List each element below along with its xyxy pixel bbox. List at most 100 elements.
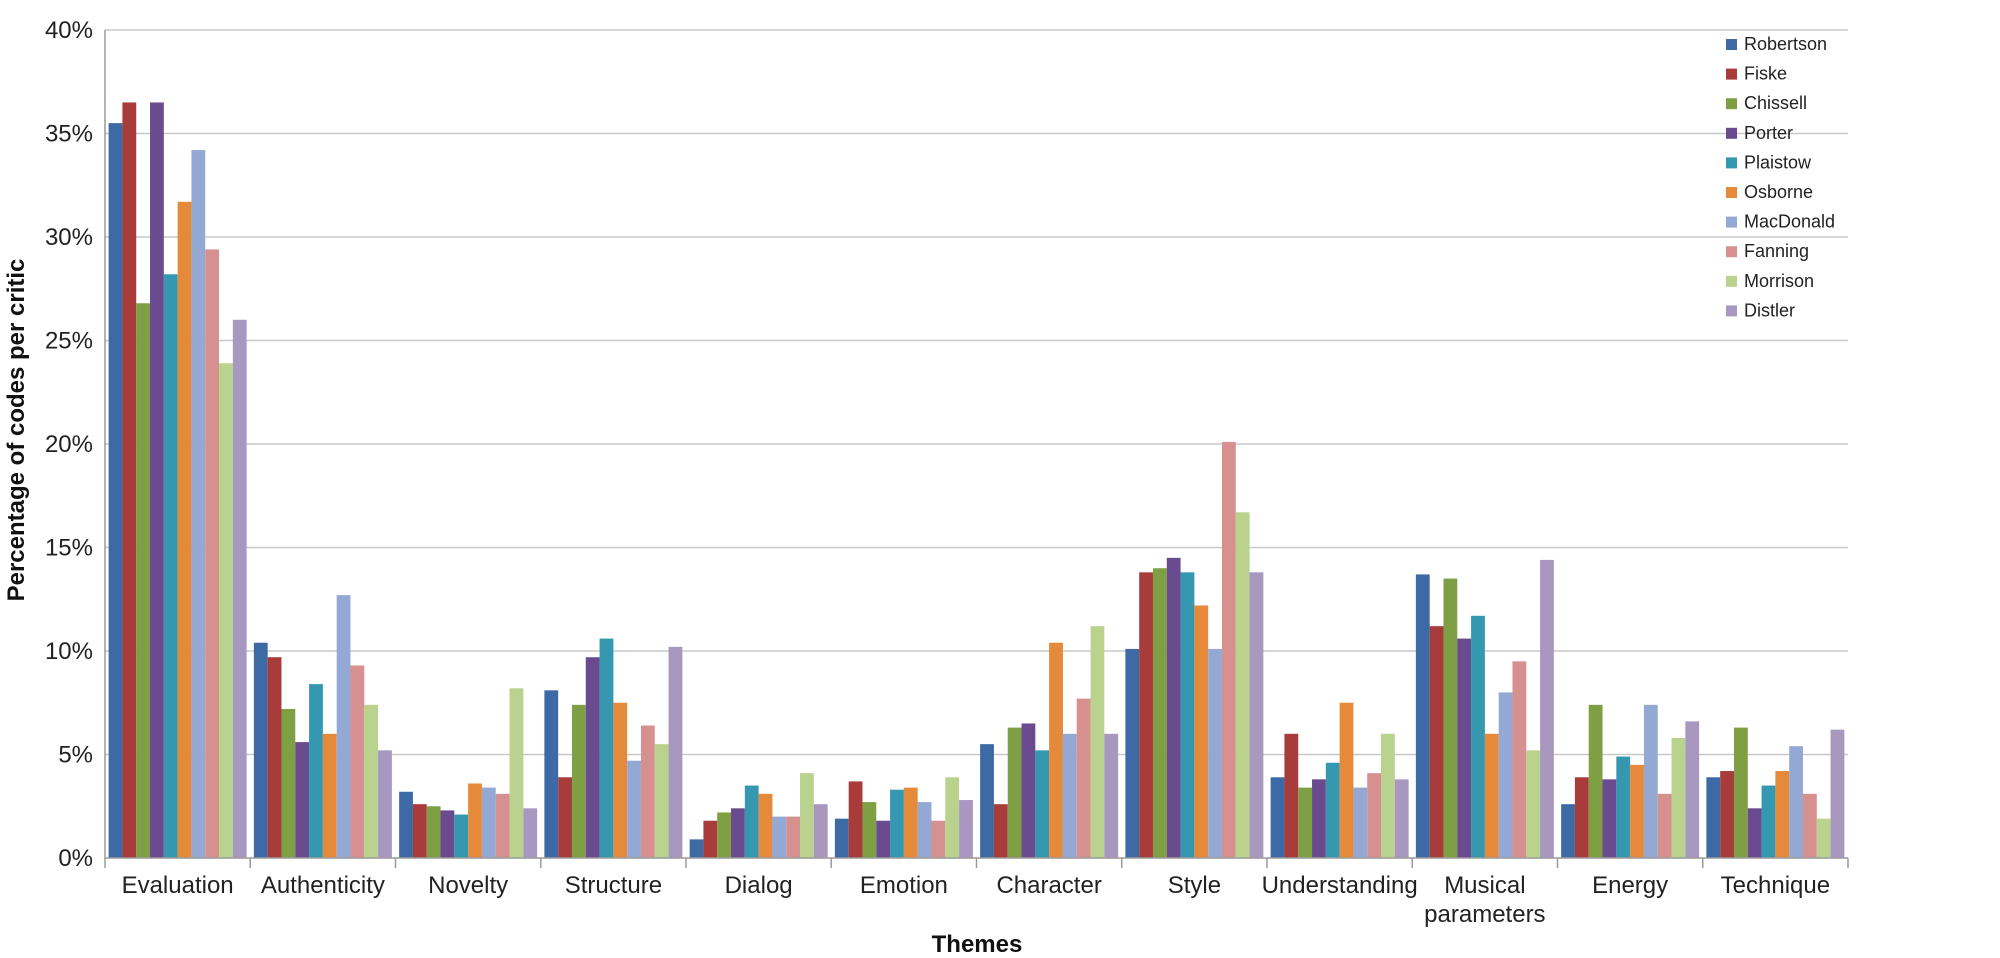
- x-category-label: Technique: [1721, 872, 1830, 899]
- y-tick-label: 30%: [45, 224, 93, 251]
- bar: [1381, 733, 1395, 858]
- legend-label: Chissell: [1744, 93, 1807, 113]
- bar: [399, 791, 413, 858]
- y-axis-title: Percentage of codes per critic: [3, 259, 30, 602]
- bar: [1298, 787, 1313, 858]
- bar: [1312, 779, 1326, 858]
- bar: [219, 363, 233, 858]
- bar: [350, 665, 365, 858]
- bar: [1630, 764, 1644, 858]
- bar: [1104, 733, 1119, 858]
- bar: [813, 804, 828, 858]
- y-tick-label: 25%: [45, 328, 93, 355]
- bar: [523, 808, 538, 858]
- bar: [1671, 737, 1686, 858]
- bars: [108, 102, 1845, 859]
- bar: [163, 274, 178, 858]
- bar: [1802, 793, 1817, 858]
- x-category-label: Evaluation: [122, 872, 234, 899]
- bar: [931, 820, 946, 858]
- bar: [1367, 773, 1382, 858]
- bar: [1139, 572, 1153, 858]
- bar: [509, 688, 524, 858]
- bar: [1457, 638, 1472, 858]
- legend-label: Fiske: [1744, 64, 1787, 84]
- bar: [758, 793, 773, 858]
- legend-label: Porter: [1744, 123, 1793, 143]
- legend-swatch: [1726, 157, 1737, 169]
- bar: [571, 704, 586, 858]
- y-tick-label: 0%: [58, 845, 93, 872]
- bar: [136, 303, 151, 858]
- bar: [1747, 808, 1762, 858]
- bar: [1180, 572, 1195, 858]
- y-axis-ticks: 0% 5% 10% 15% 20% 25% 30% 35% 40%: [45, 17, 93, 872]
- bar: [1021, 723, 1036, 858]
- bar: [848, 781, 863, 858]
- legend-swatch: [1726, 98, 1737, 110]
- bar: [1540, 559, 1554, 858]
- y-tick-label: 40%: [45, 17, 93, 44]
- y-tick-label: 10%: [45, 638, 93, 665]
- bar: [177, 201, 192, 858]
- bar: [1588, 704, 1603, 858]
- bar: [1049, 642, 1063, 858]
- bar: [440, 810, 455, 858]
- bar: [1339, 702, 1354, 858]
- bar: [1816, 818, 1831, 858]
- x-category-label: Emotion: [860, 872, 948, 899]
- y-tick-label: 5%: [58, 742, 93, 769]
- bar: [993, 804, 1008, 858]
- x-category-label: Energy: [1592, 872, 1668, 899]
- bar: [731, 808, 745, 858]
- bar: [309, 684, 323, 858]
- bar: [1733, 727, 1748, 858]
- bar: [1007, 727, 1022, 858]
- bar: [267, 657, 282, 858]
- legend-swatch: [1726, 39, 1737, 50]
- bar: [599, 638, 614, 858]
- bar: [654, 744, 669, 858]
- bar: [1484, 733, 1499, 858]
- bar: [322, 733, 337, 858]
- bar: [945, 777, 960, 858]
- bar: [744, 785, 759, 858]
- bar: [412, 804, 427, 858]
- bar: [1471, 615, 1485, 858]
- bar: [122, 102, 137, 858]
- bar: [1125, 648, 1140, 858]
- bar: [834, 818, 849, 858]
- bar: [108, 123, 123, 858]
- bar: [640, 725, 655, 858]
- bar: [1429, 626, 1444, 858]
- x-category-label: Structure: [565, 872, 662, 899]
- bar: [1152, 568, 1167, 858]
- legend-swatch: [1726, 305, 1737, 317]
- bar: [772, 816, 787, 858]
- bar: [689, 839, 704, 858]
- x-category-label: Understanding: [1262, 872, 1418, 899]
- bar: [1221, 441, 1236, 858]
- bar: [1498, 692, 1513, 858]
- bar: [253, 642, 268, 858]
- bar: [1561, 804, 1575, 858]
- bar: [1602, 779, 1617, 858]
- legend-swatch: [1726, 187, 1737, 198]
- bar: [862, 802, 877, 858]
- bar: [876, 820, 891, 858]
- bar: [1685, 721, 1700, 858]
- legend-swatch: [1726, 127, 1737, 139]
- bar: [1706, 777, 1721, 858]
- legend-label: Robertson: [1744, 34, 1827, 54]
- gridlines: [105, 29, 1848, 756]
- legend-label: MacDonald: [1744, 212, 1835, 232]
- bar: [613, 702, 628, 858]
- bar: [232, 319, 247, 858]
- x-category-label: Character: [996, 872, 1101, 899]
- bar: [1643, 704, 1658, 858]
- bar: [150, 102, 164, 858]
- legend-swatch: [1726, 216, 1737, 228]
- bar: [1249, 572, 1264, 858]
- bar: [1235, 512, 1250, 858]
